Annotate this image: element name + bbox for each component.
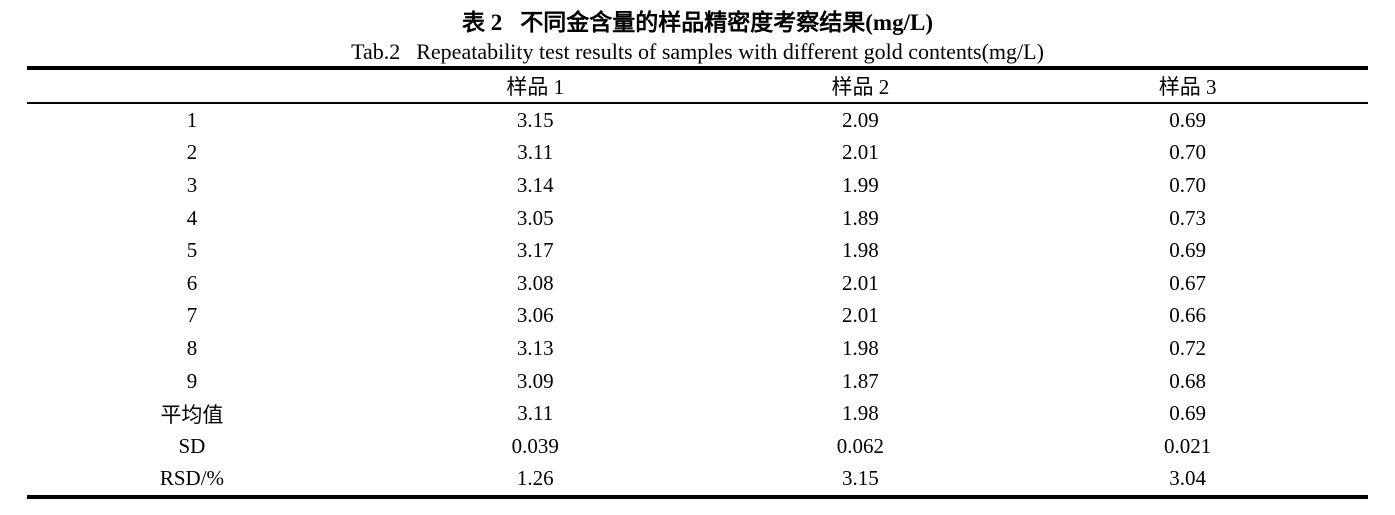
table-cell: 3.05: [516, 205, 554, 230]
table-caption-zh-text: 不同金含量的样品精密度考察结果(mg/L): [520, 10, 933, 35]
row-label: SD: [178, 433, 206, 458]
table-cell: 0.68: [1169, 368, 1206, 393]
row-label: 9: [186, 368, 198, 393]
table-cell: 2.01: [842, 303, 879, 328]
column-header-sample2: 样品 2: [713, 68, 1008, 104]
column-header-sample3: 样品 3: [1007, 68, 1368, 104]
table-cell: 0.66: [1169, 303, 1206, 328]
table-cell: 1.98: [842, 401, 879, 426]
table-row-rsd: RSD/% 1.26 3.15 3.04: [27, 463, 1368, 498]
table-cell: 0.70: [1169, 140, 1206, 165]
table-cell: 1.99: [842, 172, 879, 197]
table-cell: 0.70: [1169, 172, 1206, 197]
row-label: 3: [186, 172, 198, 197]
table-cell: 0.72: [1169, 335, 1206, 360]
row-label: 1: [186, 107, 198, 132]
table-caption-en-label: Tab.2: [351, 39, 401, 64]
header-row: 样品 1 样品 2 样品 3: [27, 68, 1368, 104]
table-cell: 1.98: [842, 238, 879, 263]
table-cell: 3.04: [1169, 466, 1206, 491]
row-label: 7: [186, 303, 198, 328]
row-label: 平均值: [160, 402, 224, 427]
table-row-mean: 平均值 3.11 1.98 0.69: [27, 397, 1368, 430]
table-caption-zh: 表 2 不同金含量的样品精密度考察结果(mg/L): [0, 8, 1395, 38]
table-cell: 0.73: [1169, 205, 1206, 230]
table-cell: 3.17: [516, 238, 554, 263]
table-cell: 1.89: [842, 205, 879, 230]
table-cell: 0.062: [836, 433, 885, 458]
table-row: 5 3.17 1.98 0.69: [27, 234, 1368, 267]
table-cell: 2.01: [842, 140, 879, 165]
table-cell: 0.039: [511, 433, 559, 458]
table-cell: 1.26: [516, 466, 554, 491]
table-caption: 表 2 不同金含量的样品精密度考察结果(mg/L) Tab.2 Repeatabil…: [0, 0, 1395, 66]
table-cell: 3.13: [516, 335, 554, 360]
table-cell: 2.09: [842, 107, 879, 132]
table-row: 1 3.15 2.09 0.69: [27, 103, 1368, 137]
table-cell: 1.87: [842, 368, 879, 393]
table-cell: 0.69: [1169, 238, 1206, 263]
table-cell: 3.08: [516, 270, 554, 295]
column-header-blank: [27, 68, 357, 104]
row-label: 5: [186, 238, 198, 263]
table-row: 7 3.06 2.01 0.66: [27, 300, 1368, 333]
table-cell: 3.06: [516, 303, 554, 328]
table-row: 8 3.13 1.98 0.72: [27, 332, 1368, 365]
table-cell: 3.15: [516, 107, 554, 132]
table-cell: 3.14: [516, 172, 554, 197]
row-label: 2: [186, 140, 198, 165]
table-row: 2 3.11 2.01 0.70: [27, 137, 1368, 170]
precision-results-table: 样品 1 样品 2 样品 3 1 3.15 2.09 0.69 2 3.11 2…: [27, 66, 1368, 500]
table-cell: 0.021: [1164, 433, 1212, 458]
table-cell: 3.11: [517, 401, 554, 426]
table-row: 9 3.09 1.87 0.68: [27, 365, 1368, 398]
row-label: 8: [186, 335, 198, 360]
table-caption-zh-label: 表 2: [462, 10, 503, 35]
table-cell: 0.67: [1169, 270, 1206, 295]
table-caption-en-text: Repeatability test results of samples wi…: [416, 39, 1044, 64]
table-cell: 3.11: [517, 140, 554, 165]
table-row: 3 3.14 1.99 0.70: [27, 169, 1368, 202]
table-cell: 2.01: [842, 270, 879, 295]
row-label: 6: [186, 270, 198, 295]
table-row-sd: SD 0.039 0.062 0.021: [27, 430, 1368, 463]
table-cell: 0.69: [1169, 401, 1206, 426]
table-row: 6 3.08 2.01 0.67: [27, 267, 1368, 300]
table-cell: 3.15: [842, 466, 879, 491]
table-row: 4 3.05 1.89 0.73: [27, 202, 1368, 235]
table-caption-en: Tab.2 Repeatability test results of sampl…: [0, 38, 1395, 66]
column-header-sample1: 样品 1: [356, 68, 714, 104]
table-cell: 0.69: [1169, 107, 1206, 132]
table-cell: 1.98: [842, 335, 879, 360]
row-label: 4: [186, 205, 198, 230]
table-cell: 3.09: [516, 368, 554, 393]
row-label: RSD/%: [159, 466, 225, 491]
